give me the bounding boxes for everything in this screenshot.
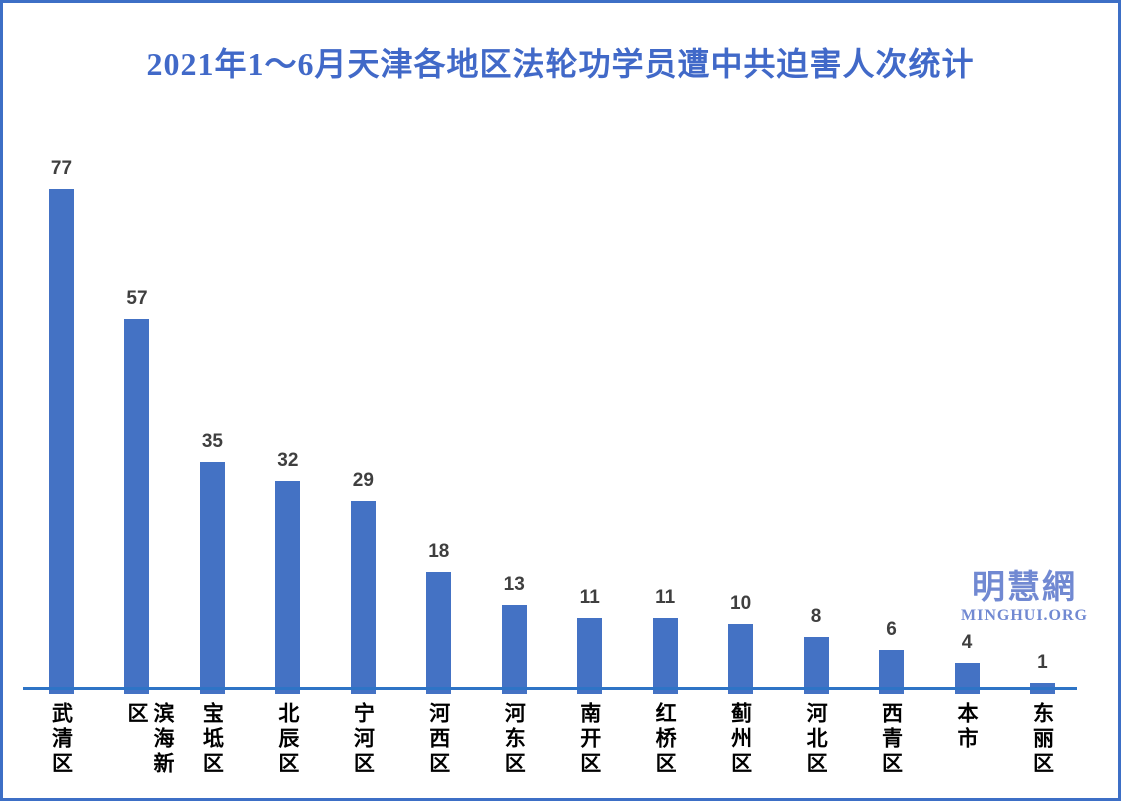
bar xyxy=(728,624,754,694)
category-label: 东丽区 xyxy=(1030,702,1054,777)
category-label: 滨海新区 xyxy=(124,702,174,777)
watermark: 明慧網 MINGHUI.ORG xyxy=(961,571,1088,625)
bar xyxy=(350,500,376,694)
x-axis-line xyxy=(23,687,1077,690)
watermark-minghui-url: MINGHUI.ORG xyxy=(961,607,1088,624)
bar-value-label: 35 xyxy=(201,430,223,452)
bar xyxy=(124,318,150,694)
category-label: 宝坻区 xyxy=(200,702,224,777)
category-label: 河东区 xyxy=(502,702,526,777)
category-label: 河北区 xyxy=(804,702,828,777)
bar-value-label: 8 xyxy=(810,606,822,628)
bar xyxy=(199,461,225,694)
bar xyxy=(803,637,829,694)
category-label: 本市 xyxy=(955,702,979,752)
bar-value-label: 1 xyxy=(1037,651,1048,673)
bar-value-label: 6 xyxy=(886,619,897,641)
bar xyxy=(49,188,74,694)
category-label: 南开区 xyxy=(577,702,601,777)
watermark-minghui-cjk: 明慧網 xyxy=(972,570,1077,606)
category-label: 北辰区 xyxy=(275,702,299,777)
bar xyxy=(275,481,301,694)
bar-value-label: 10 xyxy=(730,593,752,615)
category-label: 红桥区 xyxy=(653,702,677,777)
bar-chart: 77 武清区 57 滨海新区 35 宝坻区 32 北辰区 29 宁河区 18 河西区 13 河东区 11 南开… xyxy=(3,3,1118,798)
bar-value-label: 77 xyxy=(50,157,73,179)
bar-value-label: 57 xyxy=(126,287,148,309)
bar-value-label: 32 xyxy=(277,450,299,472)
bar xyxy=(501,604,527,694)
category-label: 宁河区 xyxy=(351,702,375,777)
bar-value-label: 13 xyxy=(503,573,525,595)
bar-value-label: 18 xyxy=(428,541,450,563)
bar xyxy=(879,650,905,694)
bar-value-label: 11 xyxy=(655,586,676,608)
category-label: 武清区 xyxy=(49,702,73,777)
bar-value-label: 11 xyxy=(579,586,600,608)
bar xyxy=(652,617,678,694)
category-label: 蓟州区 xyxy=(728,702,752,777)
bar xyxy=(577,617,603,694)
bar-value-label: 4 xyxy=(961,632,973,654)
category-label: 河西区 xyxy=(426,702,450,777)
category-label: 西青区 xyxy=(879,702,903,777)
chart-title: 2021年1～6月天津各地区法轮功学员遭中共迫害人次统计 xyxy=(146,46,975,82)
bar xyxy=(426,572,452,694)
bar-value-label: 29 xyxy=(352,469,374,491)
